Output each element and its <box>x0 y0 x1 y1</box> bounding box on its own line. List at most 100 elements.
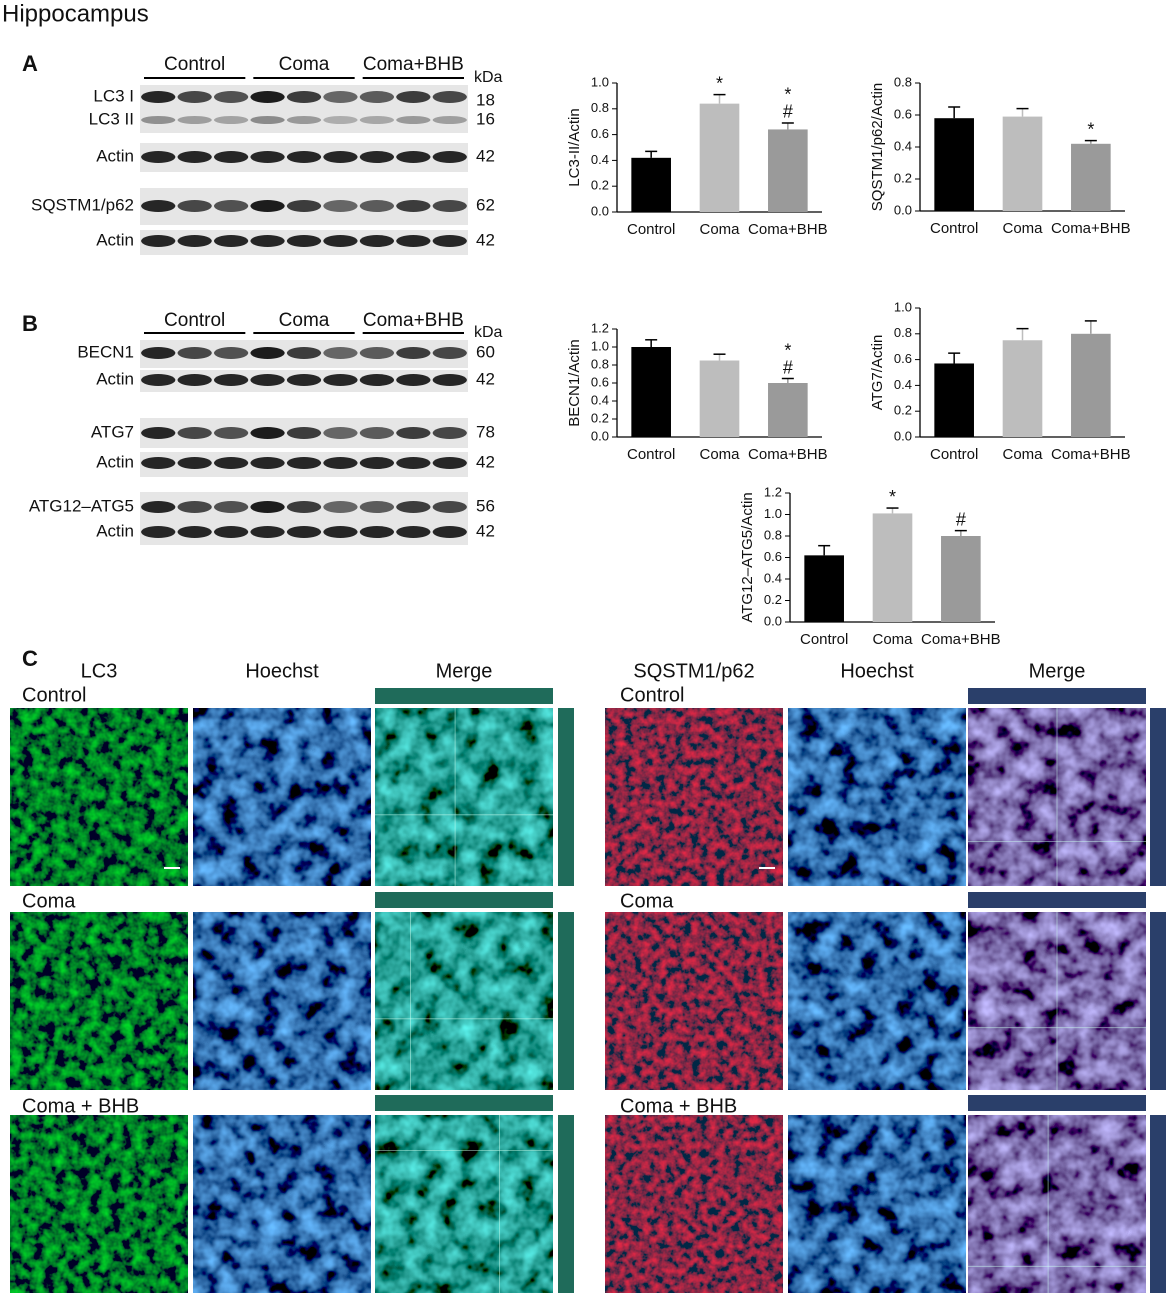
micrograph <box>605 912 783 1090</box>
blot-band <box>359 427 395 439</box>
y-tick-label: 0.6 <box>591 374 609 389</box>
blot-band <box>286 116 322 124</box>
blot-band <box>177 200 212 212</box>
blot-band <box>396 526 431 538</box>
group-label: Coma+BHB <box>363 54 464 75</box>
blot-band <box>286 457 322 469</box>
band-kda: 42 <box>476 521 495 540</box>
column-header: Merge <box>436 660 493 682</box>
blot-band <box>432 501 467 513</box>
micrograph <box>10 912 188 1090</box>
y-tick-label: 0.8 <box>591 356 609 371</box>
y-axis-label: ATG7/Actin <box>869 335 886 411</box>
blot-band <box>396 151 431 163</box>
y-tick-label: 0.0 <box>894 428 912 443</box>
blot-band <box>323 200 358 212</box>
blot-band <box>286 151 322 163</box>
y-tick-label: 0.6 <box>894 351 912 366</box>
blot-band <box>141 374 176 386</box>
micrograph <box>788 1115 966 1293</box>
blot-band <box>323 151 358 163</box>
micrograph <box>10 708 188 886</box>
blot-band <box>141 457 176 469</box>
blot-band <box>286 91 322 103</box>
orthogonal-view-top <box>375 892 553 908</box>
x-tick-label: Coma+BHB <box>748 221 828 238</box>
band-kda: 42 <box>476 230 495 249</box>
significance-mark: * <box>889 487 896 507</box>
significance-mark: # <box>783 357 793 377</box>
y-tick-label: 0.0 <box>894 202 912 217</box>
x-tick-label: Coma <box>1002 220 1043 237</box>
y-tick-label: 0.4 <box>894 377 912 392</box>
row-label: Coma <box>22 890 76 912</box>
blot-band <box>359 457 395 469</box>
blot-band <box>250 91 285 103</box>
blot-band <box>323 526 358 538</box>
blot-band <box>432 91 467 103</box>
band-label: ATG7 <box>91 422 134 441</box>
blot-band <box>141 235 176 247</box>
micrograph <box>375 912 553 1090</box>
bar <box>934 363 974 437</box>
blot-band <box>396 91 431 103</box>
row-label: Coma + BHB <box>22 1095 139 1117</box>
y-axis-label: LC3-II/Actin <box>566 108 583 186</box>
blot-band <box>396 427 431 439</box>
orthogonal-view-top <box>968 688 1146 704</box>
blot-band <box>359 501 395 513</box>
blot-band <box>177 91 212 103</box>
band-label: BECN1 <box>77 342 134 361</box>
x-tick-label: Control <box>930 446 978 463</box>
band-kda: 62 <box>476 195 495 214</box>
blot-band <box>177 457 212 469</box>
orthogonal-view-top <box>375 688 553 704</box>
micrograph <box>10 1115 188 1293</box>
y-tick-label: 1.0 <box>894 299 912 314</box>
y-tick-label: 0.4 <box>764 570 782 585</box>
blot-band <box>177 427 212 439</box>
blot-band <box>250 200 285 212</box>
blot-band <box>250 235 285 247</box>
blot-band <box>359 116 395 124</box>
y-tick-label: 0.6 <box>894 106 912 121</box>
unit-label: kDa <box>474 69 503 86</box>
blot-band <box>250 526 285 538</box>
y-tick-label: 1.0 <box>764 506 782 521</box>
x-tick-label: Coma+BHB <box>748 446 828 463</box>
significance-mark: # <box>783 102 793 122</box>
blot-band <box>141 347 176 359</box>
orthogonal-view-top <box>968 1095 1146 1111</box>
blot-band <box>323 91 358 103</box>
y-tick-label: 0.8 <box>894 325 912 340</box>
blot-band <box>432 526 467 538</box>
blot-band <box>213 151 249 163</box>
significance-mark: * <box>716 73 723 93</box>
y-axis-label: BECN1/Actin <box>566 339 583 427</box>
blot-band <box>359 151 395 163</box>
y-tick-label: 0.4 <box>591 152 609 167</box>
orthogonal-view-top <box>968 892 1146 908</box>
blot-band <box>286 374 322 386</box>
band-kda: 42 <box>476 146 495 165</box>
micrograph <box>375 708 553 886</box>
blot-band <box>177 235 212 247</box>
micrograph <box>605 708 783 886</box>
blot-band <box>359 526 395 538</box>
blot-band <box>432 235 467 247</box>
column-header: LC3 <box>81 660 118 682</box>
row-label: Control <box>22 684 86 706</box>
x-tick-label: Coma <box>699 446 740 463</box>
bar <box>631 157 671 212</box>
band-kda: 78 <box>476 422 495 441</box>
blot-band <box>323 427 358 439</box>
group-label: Coma <box>279 54 330 75</box>
micrograph <box>375 1115 553 1293</box>
blot-band <box>141 200 176 212</box>
blot-band <box>250 501 285 513</box>
y-tick-label: 0.2 <box>764 592 782 607</box>
blot-band <box>432 457 467 469</box>
bar <box>1002 116 1043 211</box>
blot-band <box>396 116 431 124</box>
